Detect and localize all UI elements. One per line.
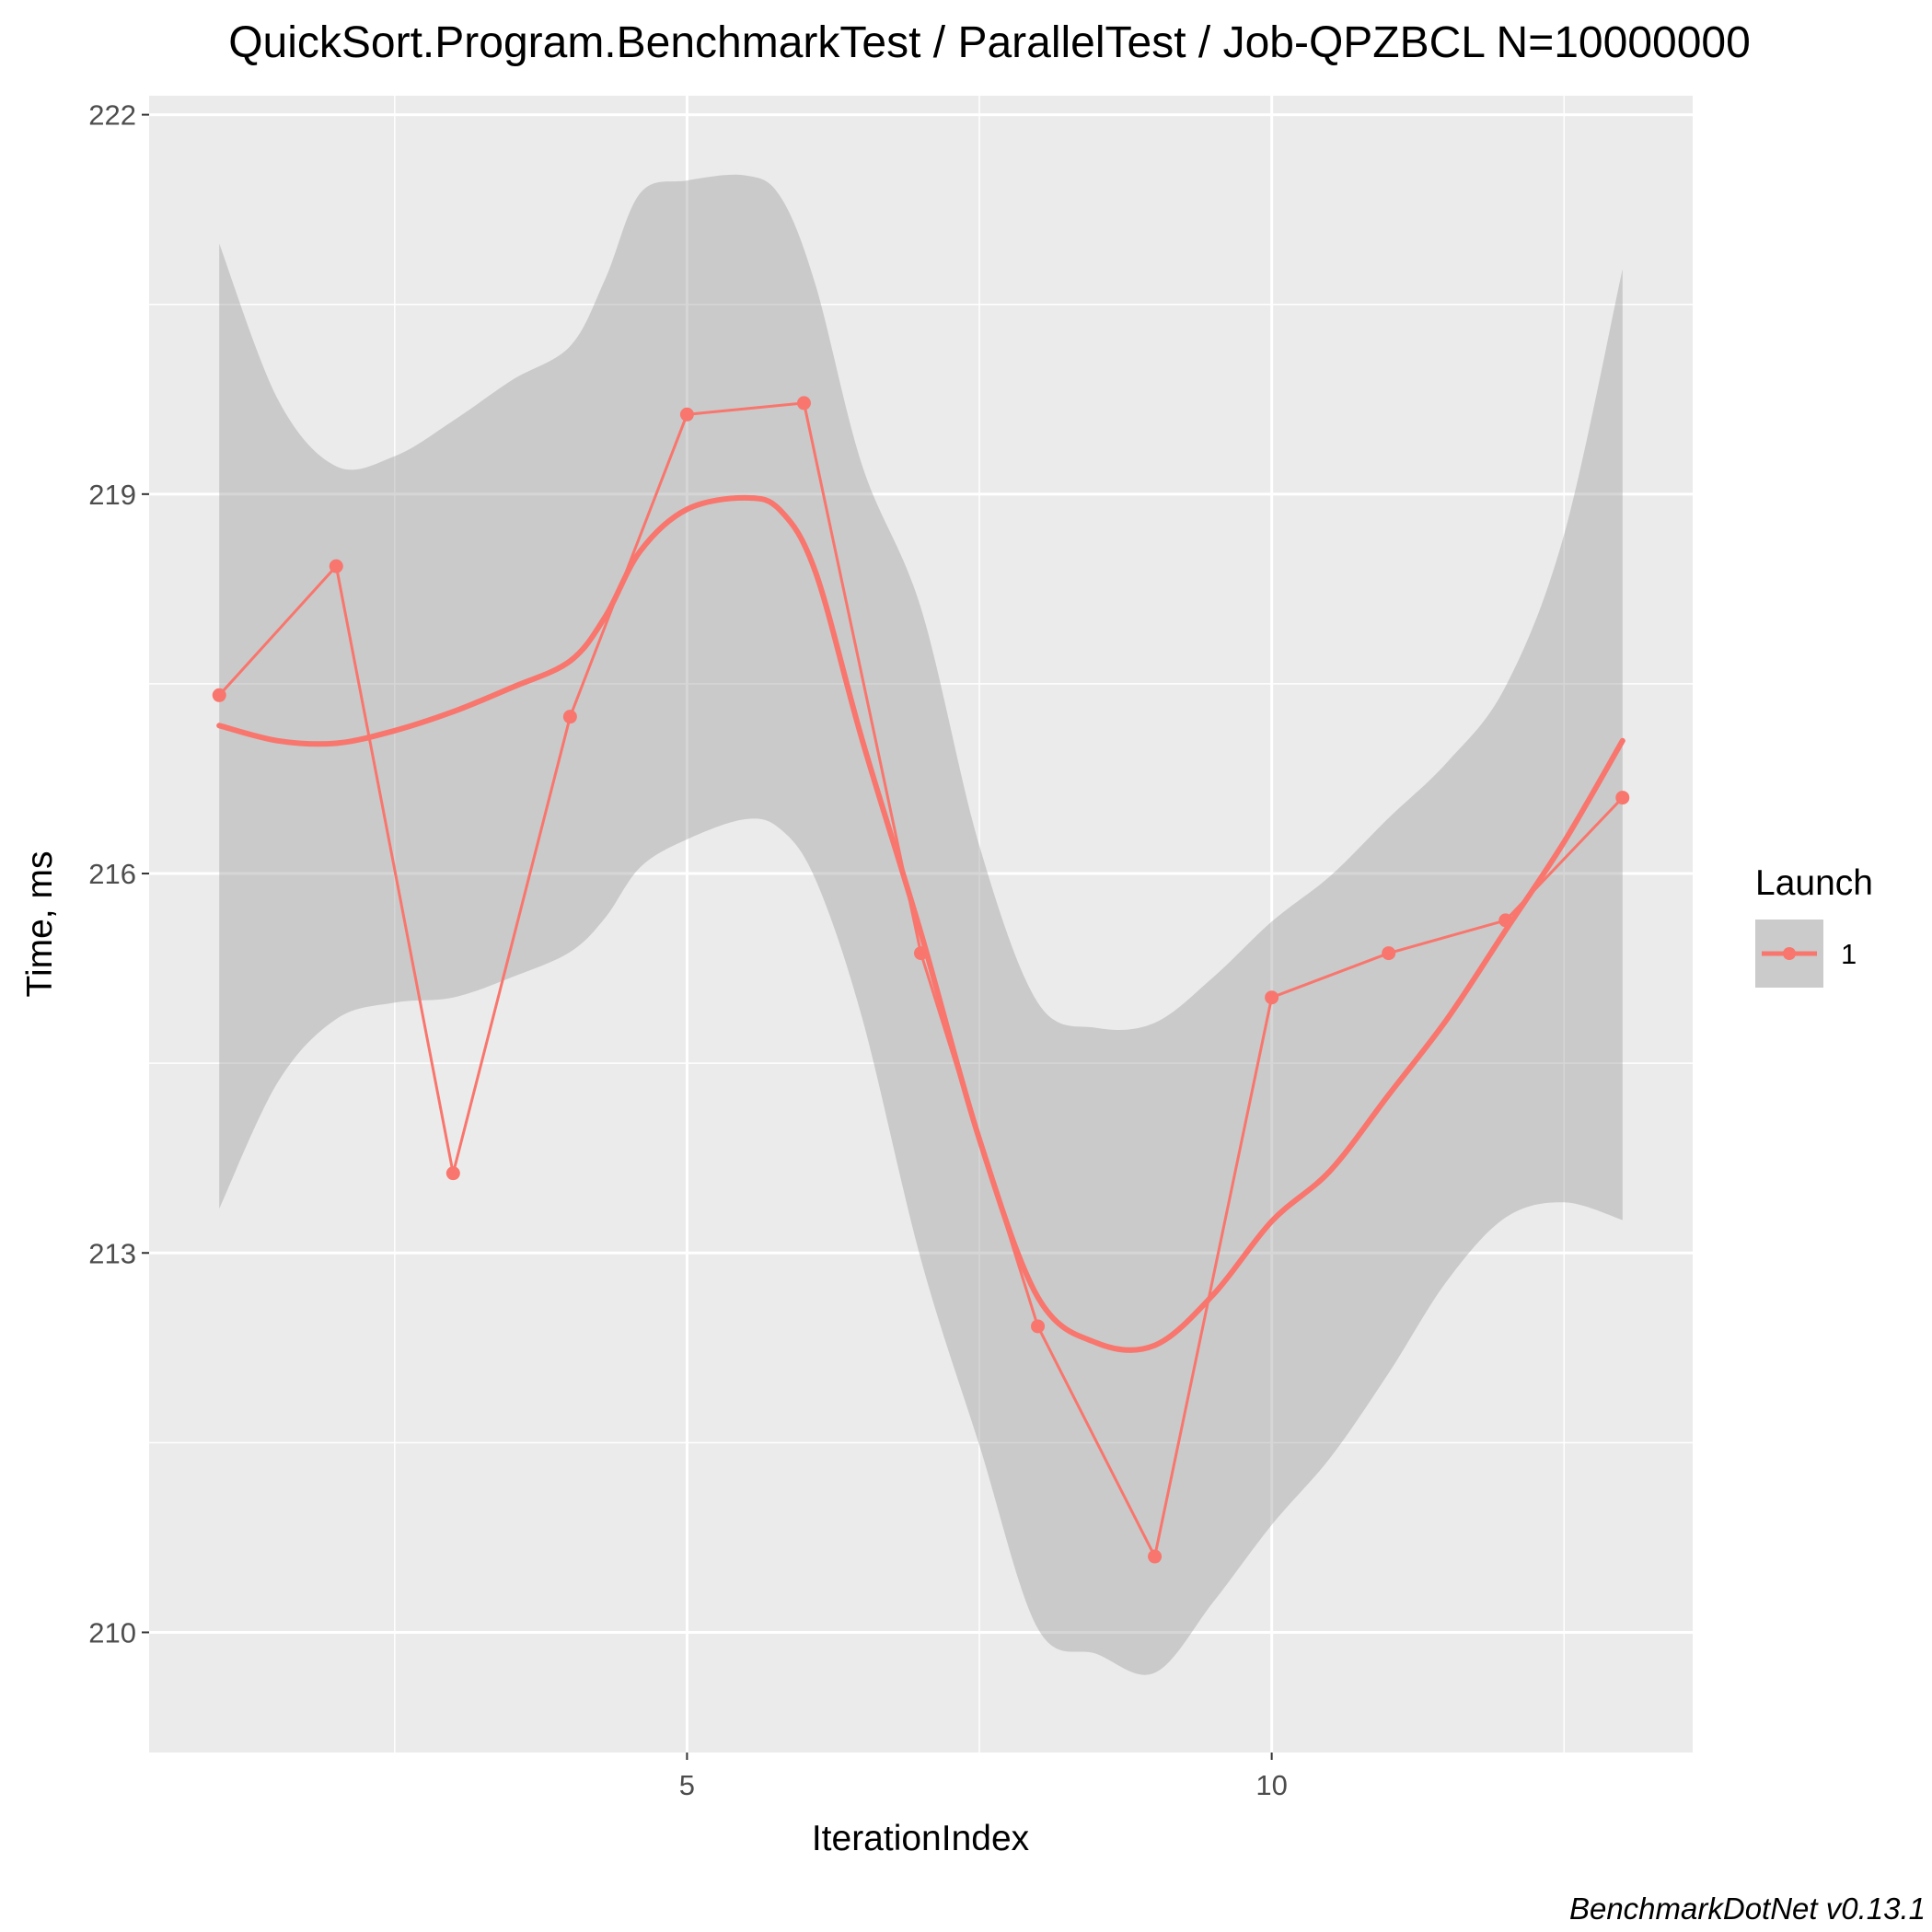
grid-minor-lines bbox=[149, 96, 1693, 1753]
chart-title: QuickSort.Program.BenchmarkTest / Parall… bbox=[228, 18, 1751, 67]
y-tick-label: 213 bbox=[88, 1237, 136, 1269]
data-point bbox=[1265, 990, 1279, 1005]
data-point bbox=[445, 1166, 460, 1181]
data-point bbox=[1498, 913, 1513, 928]
legend-label: 1 bbox=[1841, 938, 1857, 970]
y-tick-label: 210 bbox=[88, 1616, 136, 1649]
legend-title: Launch bbox=[1755, 863, 1873, 903]
x-axis-title: IterationIndex bbox=[812, 1819, 1030, 1858]
data-point bbox=[1615, 791, 1630, 805]
x-axis: 5 10 bbox=[679, 1753, 1288, 1801]
y-tick-label: 216 bbox=[88, 858, 136, 890]
y-axis: 210 213 216 219 222 bbox=[88, 99, 149, 1649]
x-tick-label: 10 bbox=[1255, 1769, 1287, 1801]
grid-major-lines bbox=[149, 96, 1693, 1753]
y-tick-label: 219 bbox=[88, 479, 136, 511]
data-point bbox=[212, 688, 226, 702]
legend: Launch 1 bbox=[1755, 863, 1873, 988]
y-tick-label: 222 bbox=[88, 99, 136, 132]
x-tick-label: 5 bbox=[679, 1769, 695, 1801]
data-point bbox=[914, 946, 928, 961]
data-point bbox=[1148, 1549, 1163, 1564]
data-point bbox=[679, 407, 694, 422]
legend-key-point bbox=[1783, 947, 1796, 960]
data-point bbox=[562, 710, 577, 724]
data-point bbox=[1382, 946, 1396, 961]
data-points bbox=[212, 396, 1630, 1564]
smooth-line bbox=[216, 494, 1625, 1353]
data-point bbox=[796, 396, 811, 411]
caption: BenchmarkDotNet v0.13.1 bbox=[1569, 1892, 1926, 1926]
y-axis-title: Time, ms bbox=[20, 851, 60, 998]
data-point bbox=[329, 559, 343, 573]
smooth-line-path bbox=[216, 494, 1625, 1353]
data-point bbox=[1031, 1319, 1046, 1334]
